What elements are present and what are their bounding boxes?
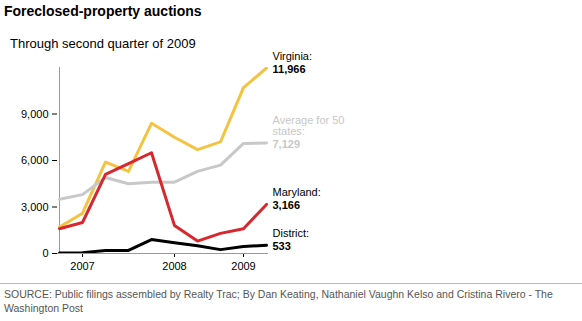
svg-text:7,129: 7,129 [273, 138, 301, 150]
svg-text:2009: 2009 [231, 260, 255, 272]
html-text:SOURCE: Public filings assembl: SOURCE: Public filings assembled by Real… [4, 288, 553, 314]
svg-text:Average for 50states:: Average for 50states: [273, 114, 345, 137]
svg-text:2007: 2007 [70, 260, 94, 272]
html-text:Foreclosed-property auctions: Foreclosed-property auctions [4, 3, 202, 19]
svg-text:9,000: 9,000 [21, 108, 49, 120]
svg-text:3,000: 3,000 [21, 201, 49, 213]
svg-text:533: 533 [273, 240, 291, 252]
svg-text:Virginia:: Virginia: [273, 50, 313, 62]
html-text:Through second quarter of 2009: Through second quarter of 2009 [10, 36, 196, 51]
svg-text:6,000: 6,000 [21, 154, 49, 166]
svg-text:11,966: 11,966 [273, 63, 306, 75]
svg-text:2008: 2008 [162, 260, 186, 272]
svg-text:District:: District: [273, 227, 310, 239]
svg-text:0: 0 [42, 247, 48, 259]
svg-text:3,166: 3,166 [273, 199, 301, 211]
svg-text:Maryland:: Maryland: [273, 186, 321, 198]
